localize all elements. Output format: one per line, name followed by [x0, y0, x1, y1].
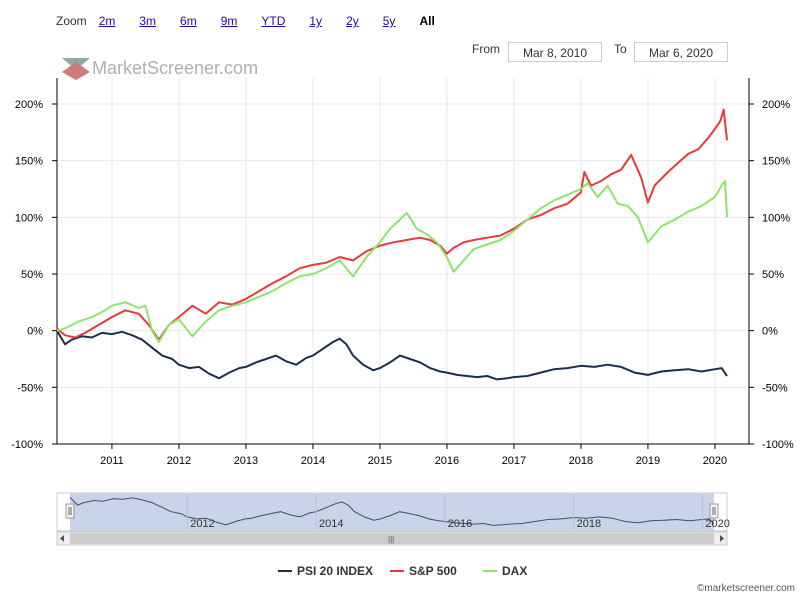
x-tick-label: 2018	[569, 455, 593, 467]
navigator-handle-left[interactable]	[65, 503, 75, 519]
zoom-button-2y[interactable]: 2y	[346, 14, 359, 28]
zoom-button-1y[interactable]: 1y	[309, 14, 323, 28]
y-tick-label-right: 0%	[762, 326, 778, 338]
y-tick-label-left: 50%	[21, 269, 43, 281]
navigator-year-label: 2012	[190, 518, 214, 530]
y-tick-label-left: 100%	[15, 212, 43, 224]
navigator-year-label: 2020	[705, 518, 729, 530]
scrollbar[interactable]: |||	[56, 531, 728, 546]
x-tick-label: 2015	[368, 455, 392, 467]
y-tick-label-right: 200%	[762, 99, 790, 111]
y-tick-label-left: 200%	[15, 99, 43, 111]
navigator-year-label: 2016	[448, 518, 472, 530]
x-tick-label: 2012	[167, 455, 191, 467]
scroll-left-arrow-icon[interactable]	[60, 535, 64, 542]
from-label: From	[472, 42, 500, 56]
y-tick-label-right: 150%	[762, 156, 790, 168]
navigator-handle-right[interactable]	[709, 503, 719, 519]
copyright-text: ©marketscreener.com	[697, 583, 795, 594]
scroll-right-arrow-icon[interactable]	[720, 535, 724, 542]
legend-label-s-p-500[interactable]: S&P 500	[409, 564, 457, 578]
marketscreener-logo: MarketScreener.com	[62, 58, 258, 80]
zoom-button-2m[interactable]: 2m	[98, 14, 116, 28]
logo-mark-icon	[62, 58, 90, 80]
navigator-selection[interactable]	[70, 493, 714, 531]
navigator[interactable]: 2012 2014 2016 2018 2020	[56, 492, 730, 532]
zoom-button-ytd[interactable]: YTD	[261, 14, 286, 28]
watermark-text: MarketScreener.com	[92, 58, 258, 78]
y-tick-label-right: -100%	[762, 439, 794, 451]
grid	[57, 78, 749, 445]
navigator-labels: 2012 2014 2016 2018 2020	[186, 494, 730, 530]
zoom-button-5y[interactable]: 5y	[382, 14, 396, 28]
y-tick-label-right: 100%	[762, 212, 790, 224]
series-line-s-p-500	[56, 108, 728, 341]
zoom-button-all[interactable]: All	[419, 14, 435, 28]
series	[56, 108, 728, 381]
to-date-input[interactable]: Mar 6, 2020	[634, 42, 728, 62]
navigator-line	[69, 496, 715, 526]
navigator-series	[69, 496, 715, 526]
zoom-label: Zoom	[56, 14, 87, 28]
series-line-psi-20-index	[56, 330, 728, 381]
navigator-year-label: 2014	[319, 518, 343, 530]
legend-label-psi-20-index[interactable]: PSI 20 INDEX	[297, 564, 373, 578]
x-tick-label: 2014	[301, 455, 325, 467]
scrollbar-thumb[interactable]	[70, 533, 714, 544]
y-tick-label-left: 150%	[15, 156, 43, 168]
y-tick-label-right: 50%	[762, 269, 784, 281]
axes: -100% -100% -50% -50% 0% 0% 50% 50% 100% 100% 150%…	[11, 78, 794, 467]
to-label: To	[614, 42, 627, 56]
legend-label-dax[interactable]: DAX	[502, 564, 527, 578]
navigator-year-label: 2018	[577, 518, 601, 530]
x-tick-label: 2011	[100, 455, 124, 467]
legend: PSI 20 INDEX S&P 500 DAX	[278, 564, 527, 578]
from-date-input[interactable]: Mar 8, 2010	[508, 42, 602, 62]
y-tick-label-left: 0%	[27, 326, 43, 338]
y-tick-label-right: -50%	[762, 382, 788, 394]
y-tick-label-left: -50%	[17, 382, 43, 394]
zoom-bar: Zoom 2m 3m 6m 9m YTD 1y 2y 5y All	[56, 12, 459, 30]
zoom-button-3m[interactable]: 3m	[139, 14, 157, 28]
x-tick-label: 2016	[435, 455, 459, 467]
scrollbar-grip-icon: |||	[388, 535, 394, 544]
zoom-button-6m[interactable]: 6m	[180, 14, 197, 28]
x-tick-label: 2017	[502, 455, 526, 467]
series-line-dax	[56, 180, 728, 343]
x-tick-label: 2020	[703, 455, 727, 467]
y-tick-label-left: -100%	[11, 439, 43, 451]
zoom-button-9m[interactable]: 9m	[220, 14, 238, 28]
x-tick-label: 2013	[234, 455, 258, 467]
x-tick-label: 2019	[636, 455, 660, 467]
